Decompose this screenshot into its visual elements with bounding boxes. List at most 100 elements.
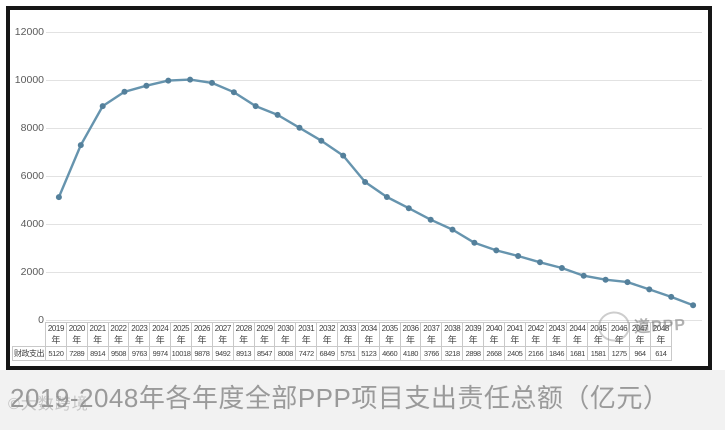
data-point-marker (143, 82, 150, 89)
year-number: 2025 (172, 324, 190, 333)
year-number: 2031 (298, 324, 315, 333)
data-point-marker (427, 216, 434, 223)
year-number: 2021 (89, 324, 107, 333)
year-number: 2023 (131, 324, 148, 333)
x-axis-tick: 2040 年 (483, 322, 505, 347)
chart-frame: 0 2000 4000 6000 8000 10000 12000 2019 年 2020 年 20… (6, 6, 712, 370)
series-value-row: 财政支出 5120 7289 8914 9508 9763 9974 10018 9878 949… (12, 346, 672, 361)
x-axis-tick: 2044 年 (566, 322, 589, 347)
series-value-cell: 9492 (211, 346, 234, 361)
x-axis-tick: 2038 年 (441, 322, 464, 347)
year-number: 2030 (277, 324, 294, 333)
year-number: 2048 (652, 324, 670, 333)
year-suffix: 年 (155, 335, 165, 345)
x-axis-year-row: 2019 年 2020 年 2021 年 2022 年 2023 年 2024 年 2025 年 2026 年… (12, 322, 672, 347)
x-axis-tick: 2026 年 (191, 322, 213, 347)
series-value-cell: 9763 (128, 346, 151, 361)
gridline (46, 320, 702, 321)
year-number: 2026 (193, 324, 211, 333)
series-value-cell: 8547 (253, 346, 276, 361)
data-point-marker (99, 103, 106, 110)
x-axis-tick: 2043 年 (545, 322, 568, 347)
data-point-marker (515, 253, 522, 259)
series-value-cell: 1275 (608, 346, 631, 361)
year-suffix: 年 (552, 335, 562, 345)
year-number: 2034 (360, 324, 378, 333)
year-number: 2037 (423, 324, 440, 333)
x-axis-tick: 2042 年 (524, 322, 547, 347)
x-axis-tick: 2035 年 (378, 322, 401, 347)
x-axis-tick: 2048 年 (649, 322, 672, 347)
series-name-cell: 财政支出 (12, 346, 46, 361)
year-suffix: 年 (572, 335, 582, 345)
year-number: 2024 (152, 324, 169, 333)
series-value-cell: 4660 (378, 346, 401, 361)
year-number: 2028 (235, 324, 253, 333)
year-number: 2043 (548, 324, 565, 333)
gridline (46, 272, 702, 273)
year-suffix: 年 (426, 335, 436, 345)
caption-bar: ©大数跨境 2019-2048年各年度全部PPP项目支出责任总额（亿元） (0, 370, 725, 430)
line-series-chart (55, 76, 697, 309)
series-value-cell: 3218 (441, 346, 464, 361)
x-axis-tick: 2032 年 (316, 322, 339, 347)
x-axis-tick: 2024 年 (149, 322, 172, 347)
series-value-cell: 3766 (420, 346, 443, 361)
y-axis-tick-label: 6000 (20, 170, 44, 182)
year-suffix: 年 (489, 335, 499, 345)
y-axis-tick-label: 12000 (14, 26, 44, 38)
x-axis-tick: 2028 年 (232, 322, 255, 347)
series-value-cell: 614 (649, 346, 672, 361)
x-axis-tick: 2022 年 (107, 322, 130, 347)
source-watermark: ©大数跨境 (8, 396, 89, 413)
series-value-cell: 4180 (399, 346, 422, 361)
year-suffix: 年 (72, 335, 82, 345)
x-axis-tick: 2029 年 (253, 322, 276, 347)
series-value-cell: 9974 (149, 346, 172, 361)
chart-plot-area: 0 2000 4000 6000 8000 10000 12000 2019 年 2020 年 20… (10, 10, 708, 366)
data-point-marker (537, 259, 543, 266)
data-point-marker (580, 272, 587, 279)
data-point-marker (55, 194, 62, 201)
year-suffix: 年 (510, 335, 520, 345)
x-axis-tick: 2037 年 (420, 322, 443, 347)
series-value-cell: 8914 (86, 346, 109, 361)
year-number: 2038 (444, 324, 461, 333)
year-suffix: 年 (447, 335, 457, 345)
series-value-cell: 10018 (170, 346, 193, 361)
year-suffix: 年 (114, 335, 124, 345)
data-point-marker (558, 265, 565, 271)
data-point-marker (121, 88, 128, 95)
data-point-marker (668, 293, 675, 300)
year-number: 2033 (339, 324, 357, 333)
data-point-marker (471, 239, 478, 246)
data-point-marker (340, 152, 347, 159)
year-suffix: 年 (343, 335, 353, 345)
series-value-cell: 8008 (274, 346, 297, 361)
year-suffix: 年 (531, 335, 541, 345)
x-axis-tick: 2047 年 (629, 322, 651, 347)
x-axis-tick: 2021 年 (86, 322, 109, 347)
y-axis-tick-label: 2000 (20, 266, 44, 278)
series-value-cell: 8913 (232, 346, 255, 361)
year-number: 2045 (590, 324, 607, 333)
year-number: 2032 (319, 324, 336, 333)
series-value-cell: 964 (629, 346, 651, 361)
axis-corner-spacer (12, 322, 46, 347)
y-axis-tick-label: 0 (38, 314, 44, 326)
x-axis-tick: 2033 年 (337, 322, 359, 347)
year-number: 2027 (214, 324, 232, 333)
data-point-marker (602, 276, 609, 283)
series-value-cell: 2898 (462, 346, 485, 361)
year-suffix: 年 (51, 335, 61, 345)
year-number: 2020 (68, 324, 86, 333)
year-suffix: 年 (656, 335, 666, 345)
y-axis-tick-label: 10000 (14, 74, 44, 86)
data-point-marker (493, 247, 500, 254)
gridline (46, 224, 702, 225)
year-suffix: 年 (593, 335, 603, 345)
year-number: 2047 (631, 324, 649, 333)
series-value-cell: 5123 (357, 346, 380, 361)
year-suffix: 年 (614, 335, 624, 345)
y-axis-tick-label: 8000 (20, 122, 44, 134)
